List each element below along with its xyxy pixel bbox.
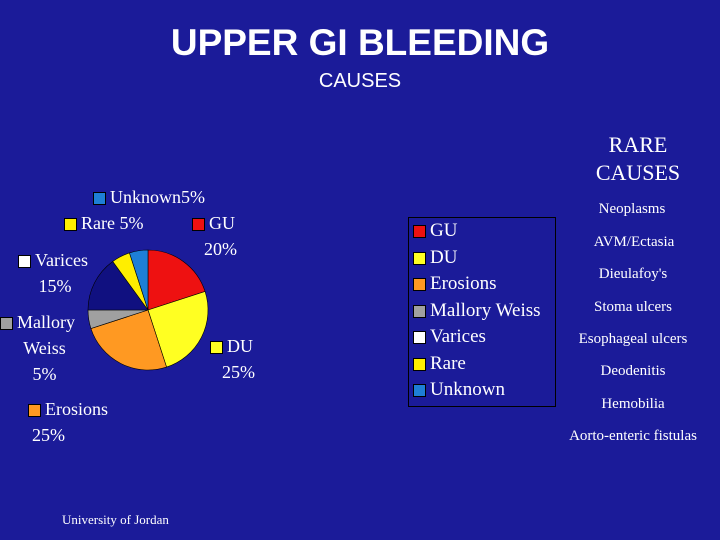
legend-item-unknown: Unknown [409,377,555,404]
rare-cause-item: Esophageal ulcers [578,331,688,347]
legend-item-erosions: Erosions [409,271,555,298]
slice-label-text: GU [209,213,235,233]
pie-slice-gu [147,249,206,311]
legend-swatch-icon [413,357,426,371]
footer-credit: University of Jordan [62,512,169,527]
slice-label-value: 15% [38,276,72,296]
legend-swatch-icon [413,225,426,239]
legend-label: Mallory Weiss [430,299,541,321]
erosions-swatch-icon [28,404,41,418]
pie-slice-erosions [90,309,167,371]
rare-cause-item: Aorto-enteric fistulas [569,428,697,444]
legend-item-varices: Varices [409,324,555,351]
legend-label: Varices [430,326,486,347]
legend-item-rare: Rare [409,351,555,378]
rare-cause-item: Stoma ulcers [594,299,672,315]
slice-label-value: 25% [32,425,65,445]
slide-subtitle: CAUSES [318,70,402,92]
unknown-swatch-icon [93,192,106,206]
legend-label: DU [430,246,458,268]
chart-legend: GU DU Erosions Mallory Weiss Varices Rare Unkn… [408,217,556,407]
pie-slice-varices [87,261,149,311]
slice-label-du: DU 25% [208,333,255,385]
du-swatch-icon [210,341,223,355]
rare-heading-line: RARE [608,132,668,157]
slice-label-gu: GU 20% [190,210,237,262]
legend-swatch-icon [413,304,426,318]
slice-label-erosions: Erosions 25% [28,396,108,448]
slice-label-rare: Rare 5% [64,210,143,236]
legend-list: GU DU Erosions Mallory Weiss Varices Rare Unkn… [409,218,555,404]
legend-swatch-icon [413,251,426,265]
slice-label-text: Weiss [23,338,66,358]
gu-swatch-icon [192,218,205,232]
varices-swatch-icon [18,255,31,269]
legend-item-mallory-weiss: Mallory Weiss [409,298,555,325]
slice-label-text: Erosions [45,399,108,419]
legend-item-du: DU [409,245,555,272]
legend-label: Erosions [430,273,497,294]
slice-label-text: Rare [81,213,115,233]
rare-swatch-icon [64,218,77,232]
rare-heading-line: CAUSES [595,160,681,185]
slice-label-value: 5% [32,364,57,384]
slice-label-text: Varices [35,250,88,270]
legend-swatch-icon [413,331,426,345]
legend-swatch-icon [413,278,426,292]
slice-label-mallory-weiss: Mallory Weiss 5% [0,309,75,387]
pie-slice-unknown [129,249,149,311]
legend-label: GU [430,220,458,241]
slice-label-unknown: Unknown5% [93,184,205,210]
rare-cause-item: Deodenitis [600,363,666,379]
pie-slice-du [147,291,209,368]
slice-label-value: 5% [181,187,205,207]
legend-label: Rare [430,352,466,374]
rare-cause-item: Dieulafoy's [598,266,668,282]
legend-item-gu: GU [409,218,555,245]
slice-label-value: 25% [222,362,255,382]
legend-label: Unknown [430,379,505,400]
legend-swatch-icon [413,384,426,398]
slice-label-text: Mallory [17,312,75,332]
slice-label-value: 5% [119,213,144,233]
mallory-weiss-swatch-icon [0,317,13,331]
slice-label-text: Unknown [110,187,181,207]
rare-cause-item: Neoplasms [598,201,666,217]
rare-cause-item: AVM/Ectasia [593,234,675,250]
slide-title: UPPER GI BLEEDING [170,22,550,63]
rare-cause-item: Hemobilia [601,396,665,412]
slice-label-varices: Varices 15% [18,247,88,299]
slice-label-value: 20% [204,239,237,259]
rare-causes-heading: RARE CAUSES [578,131,698,187]
slice-label-text: DU [227,336,253,356]
